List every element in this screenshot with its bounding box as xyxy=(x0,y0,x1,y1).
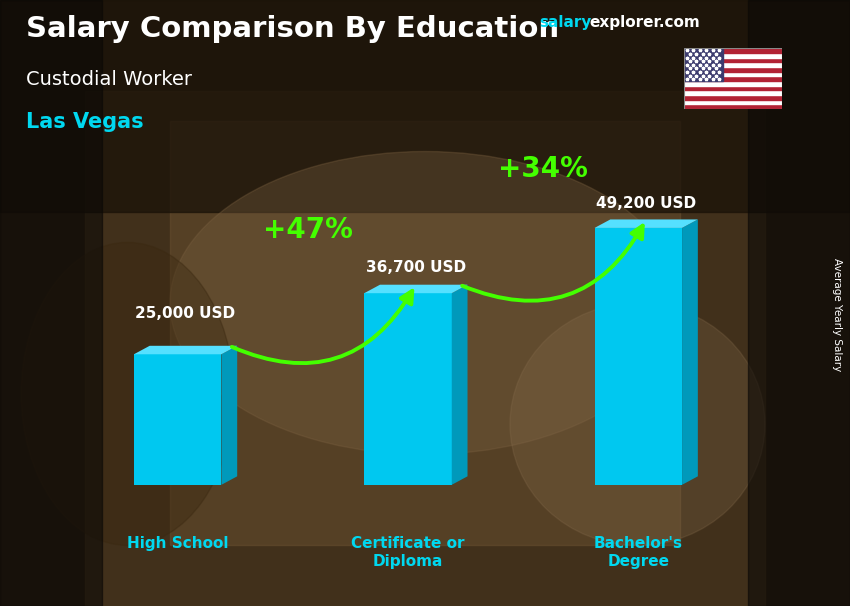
Bar xyxy=(684,76,782,81)
Bar xyxy=(684,86,782,90)
Text: Salary Comparison By Education: Salary Comparison By Education xyxy=(26,15,558,43)
Bar xyxy=(170,121,680,545)
Ellipse shape xyxy=(510,303,765,545)
Bar xyxy=(594,228,682,485)
Polygon shape xyxy=(365,285,468,293)
Text: Bachelor's
Degree: Bachelor's Degree xyxy=(594,536,683,568)
Bar xyxy=(684,67,782,72)
Bar xyxy=(684,100,782,104)
Bar xyxy=(684,48,723,81)
Ellipse shape xyxy=(21,242,234,545)
FancyArrowPatch shape xyxy=(232,291,412,363)
Text: Custodial Worker: Custodial Worker xyxy=(26,70,191,88)
Bar xyxy=(748,0,850,606)
Text: 36,700 USD: 36,700 USD xyxy=(366,261,466,275)
Polygon shape xyxy=(134,346,237,355)
Bar xyxy=(684,81,782,86)
Bar xyxy=(134,355,222,485)
Text: 49,200 USD: 49,200 USD xyxy=(596,196,696,211)
Bar xyxy=(684,48,782,53)
Text: explorer.com: explorer.com xyxy=(589,15,700,30)
Bar xyxy=(684,62,782,67)
Bar xyxy=(684,72,782,76)
Bar xyxy=(684,53,782,58)
Text: High School: High School xyxy=(127,536,229,551)
Bar xyxy=(684,104,782,109)
Text: Las Vegas: Las Vegas xyxy=(26,112,143,132)
Polygon shape xyxy=(594,219,698,228)
Bar xyxy=(0,0,102,606)
Ellipse shape xyxy=(170,152,680,454)
Text: +47%: +47% xyxy=(263,216,353,244)
Text: Certificate or
Diploma: Certificate or Diploma xyxy=(351,536,465,568)
Bar xyxy=(365,293,451,485)
Bar xyxy=(684,58,782,62)
Text: +34%: +34% xyxy=(498,156,588,184)
Bar xyxy=(85,91,765,606)
Bar xyxy=(684,95,782,100)
FancyArrowPatch shape xyxy=(462,225,643,301)
Text: Average Yearly Salary: Average Yearly Salary xyxy=(832,259,842,371)
Text: salary: salary xyxy=(540,15,592,30)
Polygon shape xyxy=(682,219,698,485)
Text: 25,000 USD: 25,000 USD xyxy=(135,306,235,321)
Bar xyxy=(684,90,782,95)
Bar xyxy=(0,0,850,212)
Polygon shape xyxy=(451,285,468,485)
Polygon shape xyxy=(222,346,237,485)
